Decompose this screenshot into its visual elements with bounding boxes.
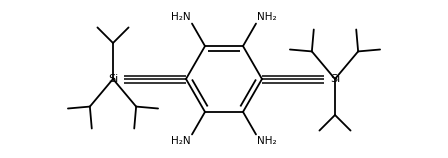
Text: Si: Si [330, 74, 340, 84]
Text: H₂N: H₂N [172, 136, 191, 146]
Text: Si: Si [108, 74, 118, 84]
Text: H₂N: H₂N [172, 12, 191, 22]
Text: NH₂: NH₂ [257, 12, 276, 22]
Text: NH₂: NH₂ [257, 136, 276, 146]
